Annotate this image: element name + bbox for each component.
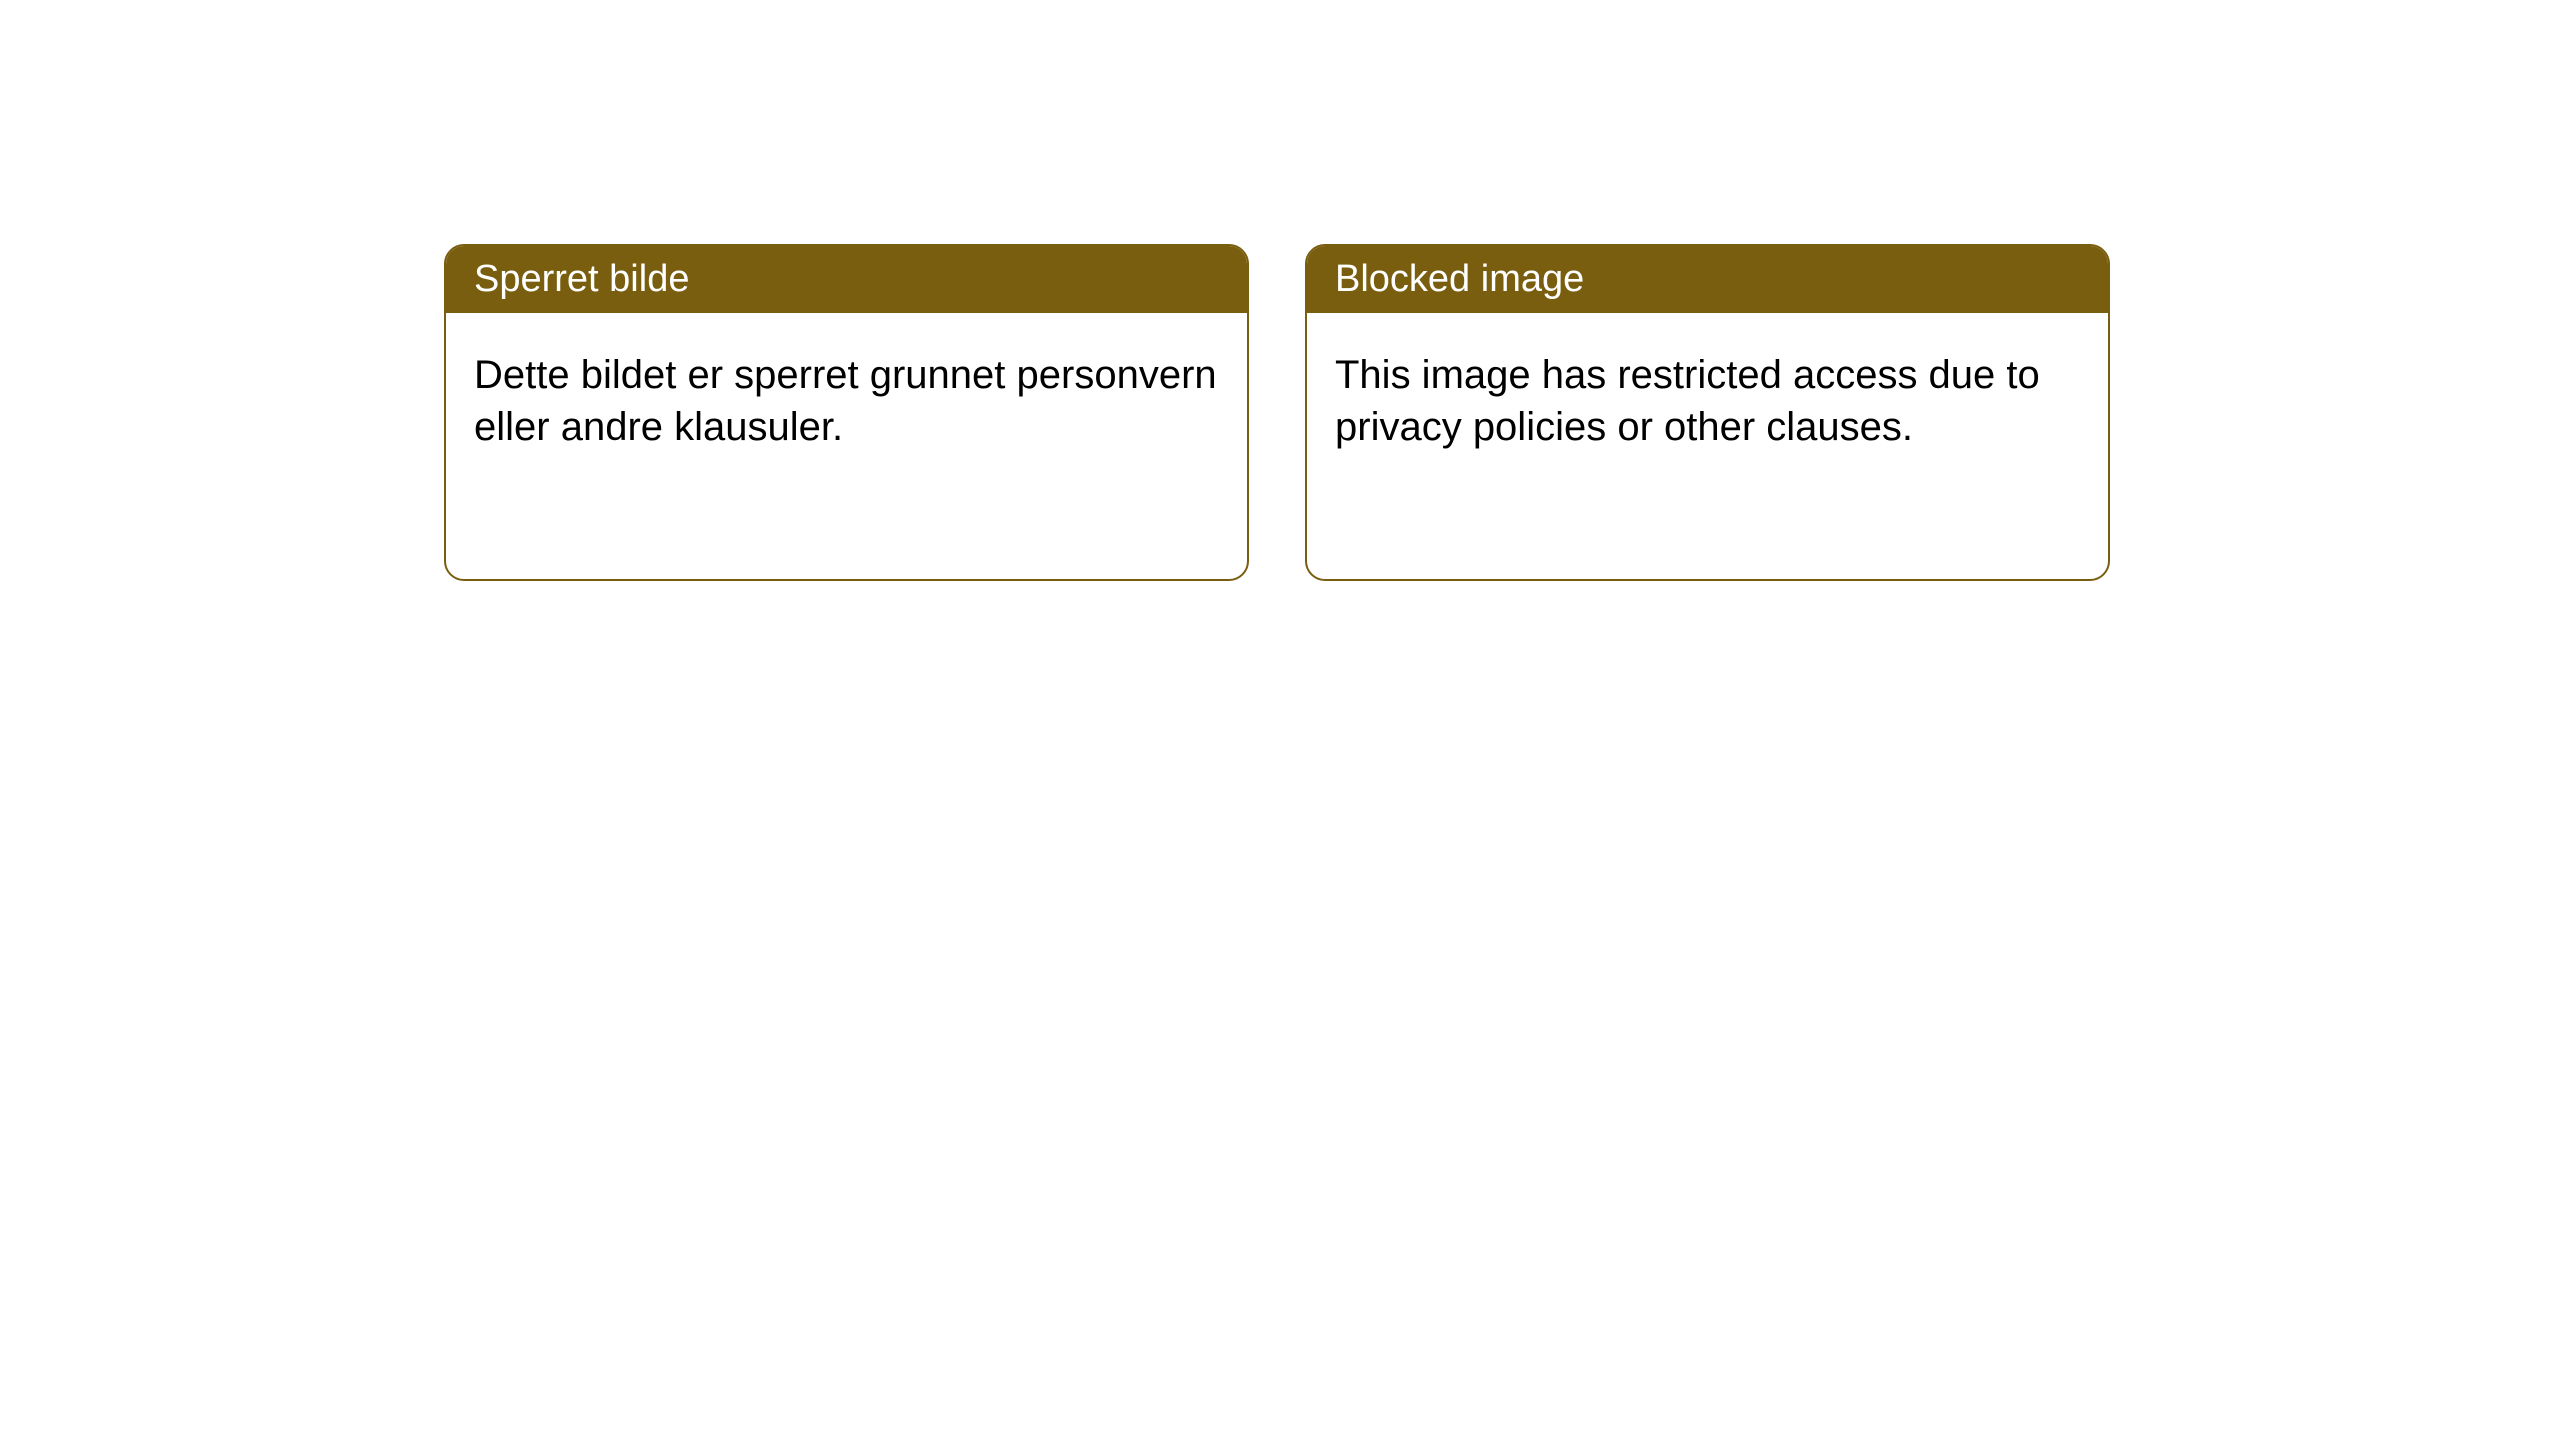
notice-body: Dette bildet er sperret grunnet personve… (446, 313, 1247, 489)
notice-title: Sperret bilde (474, 258, 689, 300)
notice-message: Dette bildet er sperret grunnet personve… (474, 353, 1217, 449)
notice-header: Sperret bilde (446, 246, 1247, 313)
notice-header: Blocked image (1307, 246, 2108, 313)
notice-title: Blocked image (1335, 258, 1584, 300)
notice-message: This image has restricted access due to … (1335, 353, 2040, 449)
notice-card-english: Blocked image This image has restricted … (1305, 244, 2110, 581)
notice-body: This image has restricted access due to … (1307, 313, 2108, 489)
notice-container: Sperret bilde Dette bildet er sperret gr… (444, 244, 2110, 581)
notice-card-norwegian: Sperret bilde Dette bildet er sperret gr… (444, 244, 1249, 581)
